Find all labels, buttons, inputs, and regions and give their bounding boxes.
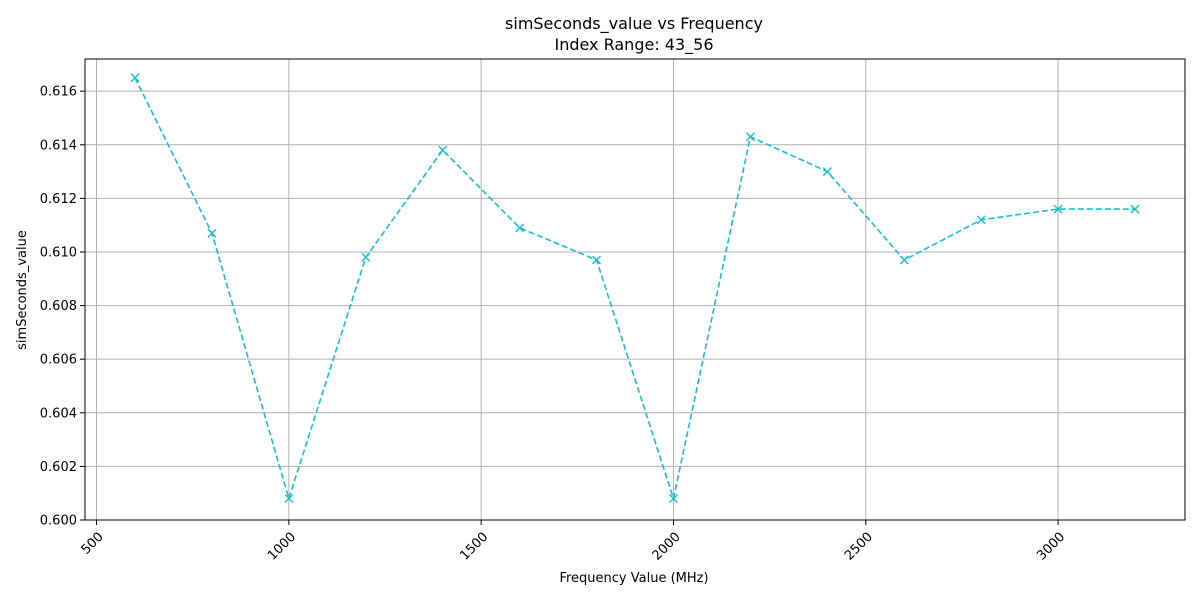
data-point bbox=[745, 132, 755, 142]
y-tick-label: 0.612 bbox=[40, 192, 77, 207]
y-tick-label: 0.614 bbox=[40, 138, 77, 153]
y-tick-label: 0.604 bbox=[40, 406, 77, 421]
data-point-stroke bbox=[207, 228, 217, 238]
chart-subtitle: Index Range: 43_56 bbox=[554, 35, 713, 55]
y-tick-label: 0.606 bbox=[40, 353, 77, 368]
data-point-stroke bbox=[284, 494, 294, 504]
data-point bbox=[899, 255, 909, 265]
x-tick-label: 3000 bbox=[1034, 530, 1068, 564]
y-axis-label: simSeconds_value bbox=[15, 230, 30, 350]
data-point-stroke bbox=[592, 255, 602, 265]
x-tick-label: 2500 bbox=[842, 530, 876, 564]
data-point bbox=[130, 73, 140, 83]
data-point-stroke bbox=[822, 167, 832, 177]
x-tick-label: 1500 bbox=[457, 530, 491, 564]
series-group bbox=[130, 73, 1140, 504]
data-point-stroke bbox=[1053, 204, 1063, 214]
data-point-stroke bbox=[361, 252, 371, 262]
data-point-stroke bbox=[1130, 204, 1140, 214]
data-point-stroke bbox=[745, 132, 755, 142]
y-tick-label: 0.600 bbox=[40, 514, 77, 529]
x-tick-label: 500 bbox=[79, 530, 107, 558]
data-point bbox=[822, 167, 832, 177]
data-point-stroke bbox=[976, 215, 986, 225]
data-point-stroke bbox=[438, 145, 448, 155]
y-tick-label: 0.602 bbox=[40, 460, 77, 475]
plot-frame bbox=[84, 58, 1186, 521]
data-point bbox=[976, 215, 986, 225]
chart-title: simSeconds_value vs Frequency bbox=[505, 14, 763, 34]
x-tick-label: 1000 bbox=[265, 530, 299, 564]
data-point bbox=[438, 145, 448, 155]
data-point-stroke bbox=[515, 223, 525, 233]
series-line bbox=[134, 77, 1135, 502]
data-point bbox=[668, 494, 678, 504]
data-point-stroke bbox=[668, 494, 678, 504]
x-tick-label: 2000 bbox=[650, 530, 684, 564]
grid bbox=[85, 59, 1185, 521]
y-tick-label: 0.608 bbox=[40, 299, 77, 314]
data-point-stroke bbox=[130, 73, 140, 83]
y-tick-label: 0.616 bbox=[40, 85, 77, 100]
data-point-stroke bbox=[899, 255, 909, 265]
data-point bbox=[592, 255, 602, 265]
data-point bbox=[1053, 204, 1063, 214]
data-point bbox=[1130, 204, 1140, 214]
data-point bbox=[515, 223, 525, 233]
x-axis-label: Frequency Value (MHz) bbox=[559, 571, 708, 586]
data-point bbox=[284, 494, 294, 504]
y-tick-label: 0.610 bbox=[40, 245, 77, 260]
ticks: 500 1000 1500 2000 2500 3000 0.600 0.602 0.604 0.… bbox=[40, 85, 1068, 564]
data-point bbox=[361, 252, 371, 262]
data-point bbox=[207, 228, 217, 238]
